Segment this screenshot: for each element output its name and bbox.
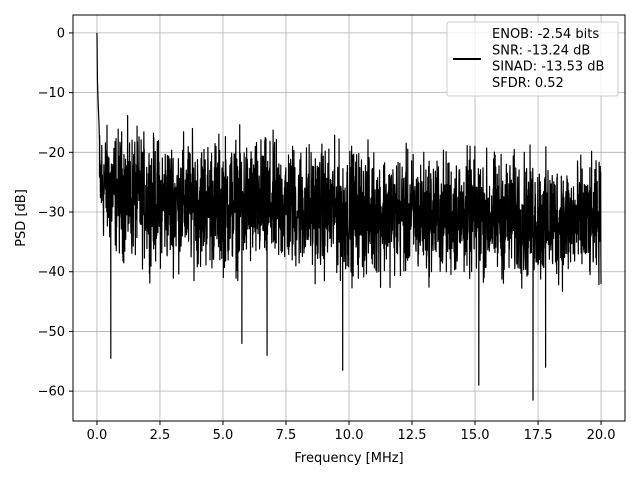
y-tick-label: −10 [38,86,65,101]
y-tick-label: −50 [38,325,65,340]
x-axis-label: Frequency [MHz] [294,451,403,466]
plot-frame [72,14,626,422]
legend-metric-line: SINAD: -13.53 dB [492,60,604,75]
y-tick-label: −40 [38,265,65,280]
x-axis-ticks: 0.0 2.5 5.0 7.5 10.0 12.5 15.0 17.5 20.0 [87,421,616,443]
legend-metric-line: SNR: -13.24 dB [492,43,590,58]
x-tick-label: 7.5 [276,428,297,443]
psd-series-line [96,32,602,401]
legend: ENOB: -2.54 bits SNR: -13.24 dB SINAD: -13… [446,21,619,97]
y-axis-ticks: 0 −10 −20 −30 −40 −50 −60 [38,26,73,400]
y-tick-label: −30 [38,206,65,221]
x-tick-label: 5.0 [213,428,234,443]
x-tick-label: 0.0 [87,428,108,443]
x-tick-label: 15.0 [461,428,490,443]
legend-label-metrics: ENOB: -2.54 bits SNR: -13.24 dB SINAD: -13… [492,27,604,91]
y-tick-label: −60 [38,385,65,400]
x-tick-label: 12.5 [398,428,427,443]
x-tick-label: 2.5 [150,428,171,443]
y-axis-label: PSD [dB] [14,189,29,247]
legend-metric-line: ENOB: -2.54 bits [492,27,599,42]
x-tick-label: 17.5 [524,428,553,443]
psd-trace [96,32,602,401]
x-tick-label: 20.0 [587,428,616,443]
y-tick-label: 0 [57,26,65,41]
legend-metric-line: SFDR: 0.52 [492,76,564,91]
x-tick-label: 10.0 [335,428,364,443]
legend-box [446,21,619,97]
y-tick-label: −20 [38,146,65,161]
